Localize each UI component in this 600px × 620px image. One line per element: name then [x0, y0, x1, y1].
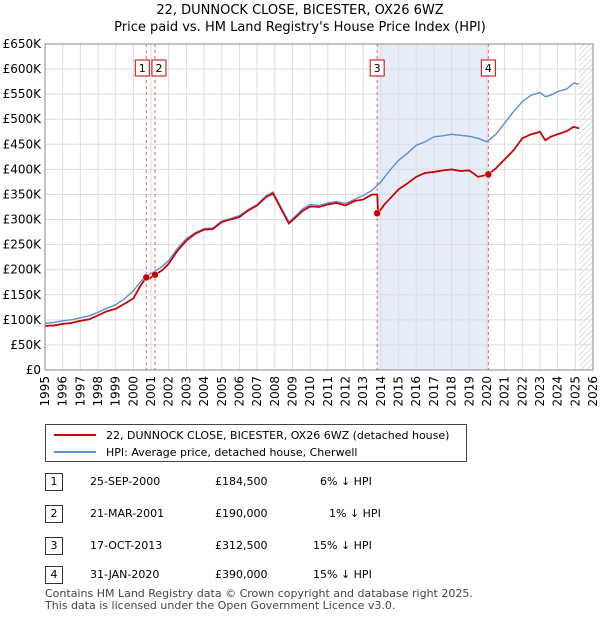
- sale-hpi-diff: 15% ↓ HPI: [313, 539, 372, 552]
- x-tick-label: 2002: [162, 376, 176, 407]
- x-tick-label: 2018: [445, 376, 459, 407]
- y-tick-label: £200K: [3, 263, 43, 277]
- sale-number-badge: 3: [45, 537, 63, 555]
- price-chart: £0 £50K £100K £150K £200K £250K £300K £350K £400…: [3, 37, 600, 407]
- sale-label-box: [369, 59, 385, 77]
- y-tick-label: £50K: [10, 338, 42, 352]
- x-tick-label: 2003: [179, 376, 193, 407]
- sale-point: [484, 170, 493, 179]
- x-tick-label: 1999: [109, 376, 123, 407]
- chart-subtitle: Price paid vs. HM Land Registry's House …: [114, 20, 486, 35]
- future-hatch: [578, 44, 593, 370]
- x-tick-label: 1998: [91, 376, 105, 407]
- x-tick-label: 2026: [586, 376, 600, 407]
- sale-point: [142, 273, 151, 282]
- y-tick-label: £100K: [3, 313, 43, 327]
- sale-number-badge: 1: [45, 473, 63, 491]
- y-tick-label: £350K: [3, 187, 43, 201]
- table-row: 1 25-SEP-2000 £184,500 6% ↓ HPI: [45, 473, 465, 493]
- x-tick-label: 2009: [285, 376, 299, 407]
- table-row: 4 31-JAN-2020 £390,000 15% ↓ HPI: [45, 566, 465, 586]
- property-price-line-top: [44, 125, 580, 327]
- footer-line-1: Contains HM Land Registry data © Crown c…: [45, 587, 473, 600]
- footer-line-2: This data is licensed under the Open Gov…: [45, 599, 396, 612]
- sale-label-number: 2: [155, 62, 162, 75]
- sale-date: 21-MAR-2001: [90, 507, 165, 520]
- sale-hpi-diff: 15% ↓ HPI: [313, 568, 372, 581]
- sale-point: [373, 209, 381, 218]
- y-tick-label: £150K: [3, 288, 43, 302]
- y-tick-label: £550K: [3, 87, 43, 101]
- x-tick-label: 2019: [462, 376, 476, 407]
- sale-price: £390,000: [215, 568, 268, 581]
- legend-swatch-blue: [54, 451, 96, 453]
- x-tick-label: 2007: [250, 376, 264, 407]
- sale-label-box: [480, 59, 496, 77]
- sale-price: £312,500: [215, 539, 268, 552]
- sale-label-number: 4: [485, 62, 492, 75]
- y-tick-label: £450K: [3, 137, 43, 151]
- x-tick-label: 2005: [215, 376, 229, 407]
- sale-label-number: 3: [374, 62, 381, 75]
- x-tick-label: 2017: [427, 376, 441, 407]
- x-tick-label: 2010: [303, 376, 317, 407]
- x-tick-label: 2016: [409, 376, 423, 407]
- chart-title: 22, DUNNOCK CLOSE, BICESTER, OX26 6WZ: [156, 3, 444, 18]
- sale-price: £184,500: [215, 475, 268, 488]
- sale-date: 31-JAN-2020: [90, 568, 160, 581]
- sale-point: [151, 270, 159, 279]
- x-tick-label: 2001: [144, 376, 158, 407]
- x-tick-label: 2021: [498, 376, 512, 407]
- legend-label-hpi: HPI: Average price, detached house, Cher…: [106, 445, 358, 459]
- x-tick-label: 2014: [374, 376, 388, 407]
- sale-label-number: 1: [139, 62, 146, 75]
- sale-hpi-diff: 6% ↓ HPI: [320, 475, 372, 488]
- x-tick-label: 2020: [480, 376, 494, 407]
- sale-hpi-diff: 1% ↓ HPI: [329, 507, 381, 520]
- shaded-period: [377, 44, 489, 370]
- legend: 22, DUNNOCK CLOSE, BICESTER, OX26 6WZ (d…: [45, 424, 467, 462]
- y-tick-label: £250K: [3, 238, 43, 252]
- x-tick-label: 2025: [568, 376, 582, 407]
- sale-price: £190,000: [215, 507, 268, 520]
- x-tick-label: 2006: [232, 376, 246, 407]
- x-tick-label: 1997: [73, 376, 87, 407]
- sale-label-box: [151, 59, 167, 77]
- x-tick-label: 2004: [197, 376, 211, 407]
- x-tick-label: 1995: [38, 376, 52, 407]
- y-tick-label: £0: [26, 363, 41, 377]
- x-tick-label: 2008: [268, 376, 282, 407]
- legend-label-property: 22, DUNNOCK CLOSE, BICESTER, OX26 6WZ (d…: [106, 428, 450, 442]
- y-tick-label: £600K: [3, 62, 43, 76]
- y-tick-label: £650K: [3, 37, 43, 51]
- x-tick-label: 2000: [126, 376, 140, 407]
- x-tick-label: 2015: [392, 376, 406, 407]
- sale-date: 17-OCT-2013: [90, 539, 163, 552]
- y-tick-label: £500K: [3, 112, 43, 126]
- hpi-line: [44, 82, 580, 325]
- sale-number-badge: 2: [45, 505, 63, 523]
- legend-item-property: 22, DUNNOCK CLOSE, BICESTER, OX26 6WZ (d…: [54, 427, 449, 443]
- legend-item-hpi: HPI: Average price, detached house, Cher…: [54, 444, 357, 460]
- sale-label-box: [134, 59, 150, 77]
- sale-number-badge: 4: [45, 566, 63, 584]
- x-tick-label: 2022: [515, 376, 529, 407]
- x-tick-label: 2024: [551, 376, 565, 407]
- x-tick-label: 2012: [339, 376, 353, 407]
- y-tick-label: £300K: [3, 213, 43, 227]
- x-tick-label: 2023: [533, 376, 547, 407]
- x-tick-label: 2011: [321, 376, 335, 407]
- plot-border: [44, 43, 594, 371]
- x-tick-label: 1996: [56, 376, 70, 407]
- x-tick-label: 2013: [356, 376, 370, 407]
- legend-swatch-red: [54, 434, 96, 436]
- table-row: 3 17-OCT-2013 £312,500 15% ↓ HPI: [45, 537, 465, 557]
- sale-date: 25-SEP-2000: [90, 475, 161, 488]
- table-row: 2 21-MAR-2001 £190,000 1% ↓ HPI: [45, 505, 465, 525]
- footer-attribution: Contains HM Land Registry data © Crown c…: [45, 588, 473, 612]
- y-tick-label: £400K: [3, 162, 43, 176]
